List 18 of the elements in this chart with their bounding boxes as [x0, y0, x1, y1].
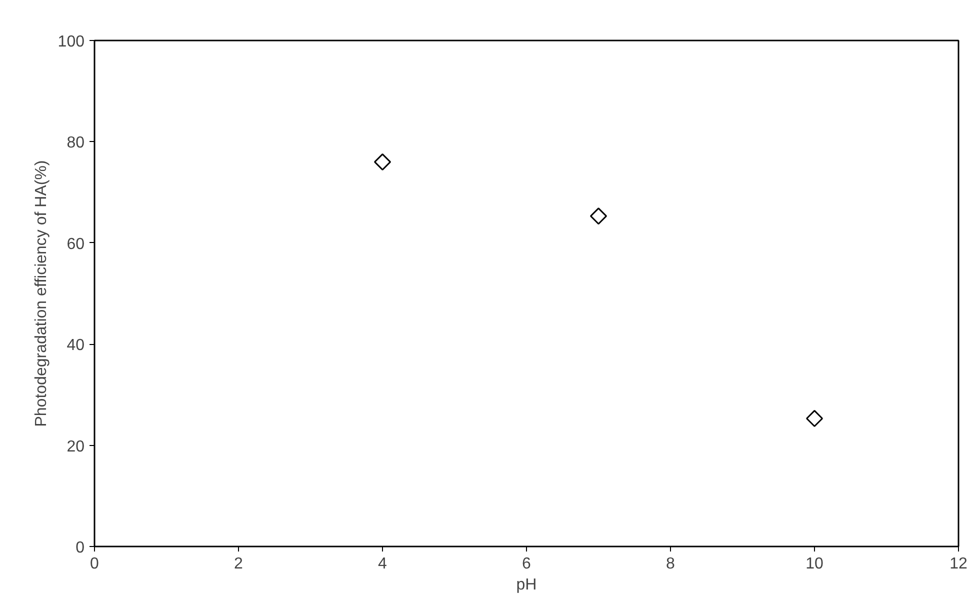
point: [590, 208, 608, 225]
y-tick-label: 80: [66, 134, 85, 152]
y-tick-label: 20: [66, 438, 85, 456]
y-axis-title: Photodegradation efficiency of HA(%): [32, 160, 50, 427]
x-tick-label: 10: [806, 556, 824, 572]
y-tick-label: 40: [66, 337, 85, 354]
x-tick-label: 0: [90, 556, 100, 572]
point: [806, 410, 824, 428]
y-tick-label: 0: [76, 540, 85, 556]
x-tick-label: 4: [378, 556, 388, 572]
y-tick-label: 100: [58, 34, 85, 50]
point: [374, 153, 392, 170]
x-tick-label: 2: [234, 556, 244, 572]
x-tick-label: 12: [950, 556, 968, 572]
y-tick-label: 60: [66, 236, 85, 253]
x-tick-label: 6: [522, 556, 532, 572]
x-tick-label: 8: [666, 556, 676, 572]
x-axis-title: pH: [516, 576, 537, 594]
